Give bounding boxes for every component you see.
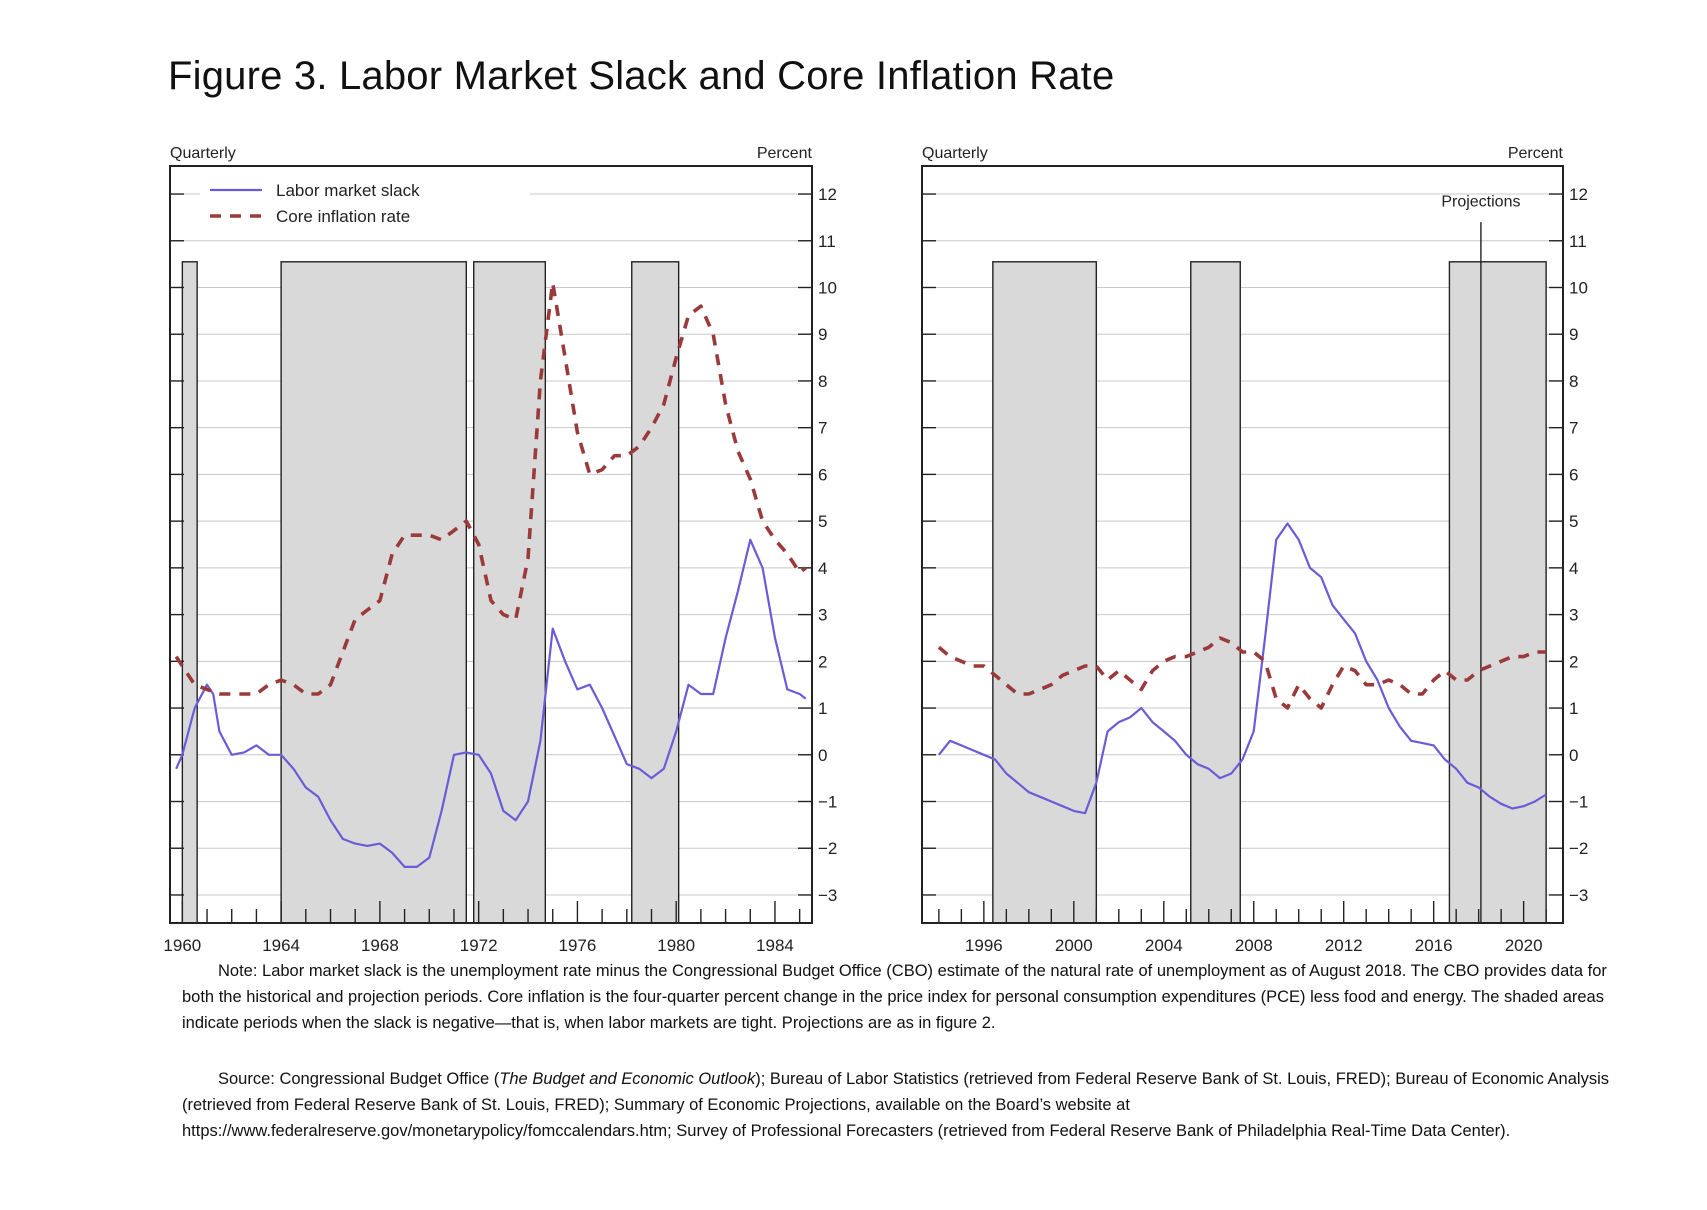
y-tick-label: 9 — [818, 325, 827, 344]
x-tick-label: 1984 — [756, 936, 794, 955]
legend-label-inflation: Core inflation rate — [276, 207, 410, 226]
y-tick-label: 4 — [1569, 559, 1578, 578]
y-tick-label: 0 — [818, 746, 827, 765]
x-tick-label: 1972 — [460, 936, 498, 955]
y-tick-label: 3 — [818, 606, 827, 625]
y-tick-label: 4 — [818, 559, 827, 578]
shaded-period — [1448, 261, 1547, 924]
shaded-period — [992, 261, 1098, 924]
plot-frame — [169, 165, 813, 924]
y-tick-label: 10 — [818, 278, 837, 297]
y-tick-label: 11 — [818, 232, 836, 251]
projection-label: Projections — [1441, 194, 1520, 211]
y-tick-label: 7 — [1569, 419, 1578, 438]
y-tick-label: 2 — [1569, 652, 1578, 671]
x-tick-label: 1980 — [657, 936, 695, 955]
legend-label-slack: Labor market slack — [276, 181, 420, 200]
y-tick-label: −3 — [818, 886, 837, 905]
y-tick-label: 12 — [818, 185, 837, 204]
plot-frame — [921, 165, 1564, 924]
y-tick-label: 6 — [1569, 465, 1578, 484]
y-tick-label: −1 — [1569, 793, 1588, 812]
x-tick-label: 1964 — [262, 936, 300, 955]
series-line-core-inflation — [174, 281, 807, 696]
x-tick-label: 2000 — [1055, 936, 1093, 955]
y-tick-label: −3 — [1569, 886, 1588, 905]
shaded-period — [473, 261, 547, 924]
x-tick-label: 2012 — [1325, 936, 1363, 955]
y-tick-label: 1 — [818, 699, 827, 718]
y-tick-label: 10 — [1569, 278, 1588, 297]
series-line-labor-market-slack — [938, 522, 1547, 815]
frequency-label: Quarterly — [922, 145, 988, 162]
x-tick-label: 2016 — [1415, 936, 1453, 955]
legend: Labor market slack Core inflation rate — [200, 174, 530, 230]
y-tick-label: 11 — [1569, 232, 1587, 251]
figure-title: Figure 3. Labor Market Slack and Core In… — [168, 54, 1115, 98]
legend-background — [200, 174, 530, 230]
x-tick-label: 2008 — [1235, 936, 1273, 955]
x-tick-label: 1996 — [965, 936, 1003, 955]
note-label: Note: — [218, 962, 258, 980]
unit-label: Percent — [757, 145, 813, 162]
y-tick-label: 8 — [818, 372, 827, 391]
source-block: Source: Congressional Budget Office (The… — [182, 1066, 1622, 1144]
y-tick-label: 7 — [818, 419, 827, 438]
y-tick-label: 6 — [818, 465, 827, 484]
source-text-pre: Congressional Budget Office ( — [279, 1070, 500, 1088]
x-tick-label: 1968 — [361, 936, 399, 955]
x-tick-label: 1960 — [163, 936, 201, 955]
x-tick-label: 2020 — [1505, 936, 1543, 955]
frequency-label: Quarterly — [170, 145, 236, 162]
series-line-labor-market-slack — [175, 538, 807, 868]
series-line-core-inflation — [937, 636, 1547, 710]
x-tick-label: 2004 — [1145, 936, 1183, 955]
shaded-period — [280, 261, 468, 924]
y-tick-label: 3 — [1569, 606, 1578, 625]
note-block: Note: Labor market slack is the unemploy… — [182, 958, 1622, 1036]
source-text-post: ); Bureau of Labor Statistics (retrieved… — [182, 1070, 1609, 1140]
y-tick-label: 5 — [818, 512, 827, 531]
y-tick-label: 2 — [818, 652, 827, 671]
y-tick-label: 0 — [1569, 746, 1578, 765]
note-text: Labor market slack is the unemployment r… — [182, 962, 1607, 1032]
source-label: Source: — [218, 1070, 275, 1088]
y-tick-label: 1 — [1569, 699, 1578, 718]
y-tick-label: 9 — [1569, 325, 1578, 344]
shaded-period — [1190, 261, 1241, 924]
y-tick-label: −2 — [1569, 839, 1588, 858]
source-italic-title: The Budget and Economic Outlook — [499, 1070, 756, 1088]
y-tick-label: 5 — [1569, 512, 1578, 531]
y-tick-label: −1 — [818, 793, 837, 812]
y-tick-label: −2 — [818, 839, 837, 858]
shaded-period — [181, 261, 198, 924]
unit-label: Percent — [1508, 145, 1564, 162]
x-tick-label: 1976 — [559, 936, 597, 955]
y-tick-label: 8 — [1569, 372, 1578, 391]
y-tick-label: 12 — [1569, 185, 1588, 204]
shaded-period — [631, 261, 680, 924]
